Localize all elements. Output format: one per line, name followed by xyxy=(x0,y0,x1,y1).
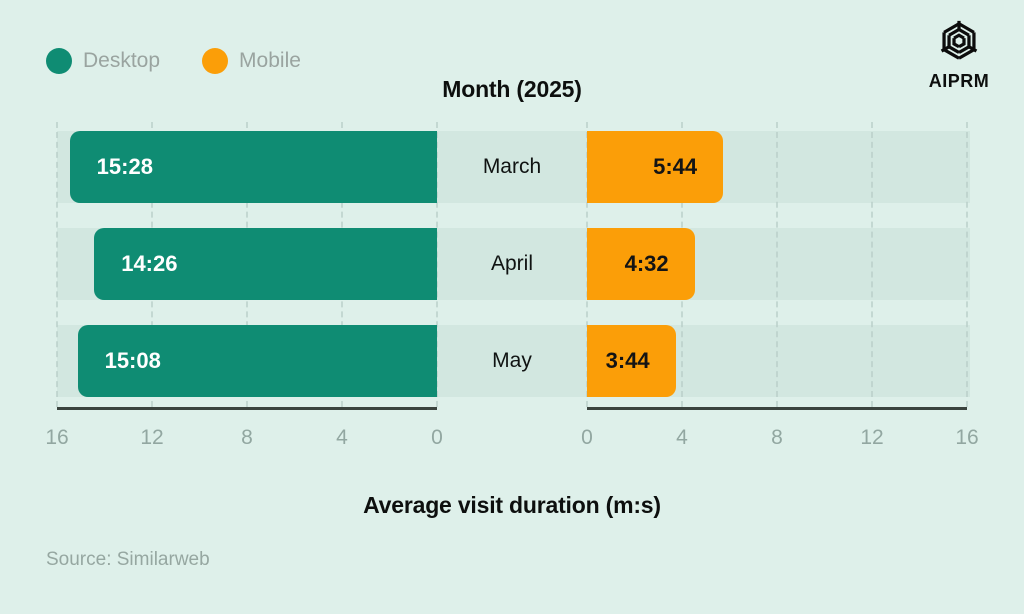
right-axis-tick: 4 xyxy=(676,426,688,449)
source-note: Source: Similarweb xyxy=(46,549,210,570)
mobile-bar-value: 5:44 xyxy=(653,154,698,179)
mobile-bar: 3:44 xyxy=(587,325,676,397)
x-axis-title: Average visit duration (m:s) xyxy=(363,492,661,518)
left-axis-tick: 12 xyxy=(140,426,164,449)
month-label: April xyxy=(490,252,533,275)
chart-title: Month (2025) xyxy=(442,76,582,102)
left-axis-tick: 4 xyxy=(336,426,348,449)
mobile-bar: 4:32 xyxy=(587,228,695,300)
desktop-bar: 15:28 xyxy=(69,131,437,203)
right-axis-tick: 0 xyxy=(581,426,593,449)
desktop-legend-dot-icon xyxy=(46,48,72,74)
month-label: March xyxy=(482,155,542,178)
gridline xyxy=(56,122,58,407)
mobile-legend-dot-icon xyxy=(202,48,229,74)
right-axis-tick: 8 xyxy=(771,426,783,449)
brand-logo: AIPRM xyxy=(914,18,1004,92)
mobile-bar-value: 3:44 xyxy=(605,348,650,373)
right-axis-tick: 16 xyxy=(955,426,979,449)
brand-name: AIPRM xyxy=(928,71,990,91)
left-axis-tick: 16 xyxy=(45,426,69,449)
gridline xyxy=(966,122,968,407)
legend-label-mobile: Mobile xyxy=(239,49,301,72)
aiprm-cube-icon xyxy=(932,18,986,69)
legend-item-mobile: Mobile xyxy=(202,48,301,74)
month-label: May xyxy=(492,349,532,372)
desktop-bar-value: 15:28 xyxy=(96,154,153,179)
desktop-bar: 14:26 xyxy=(94,228,437,300)
legend-label-desktop: Desktop xyxy=(83,49,161,72)
right-axis-tick: 12 xyxy=(860,426,884,449)
mobile-bar: 5:44 xyxy=(587,131,724,203)
left-axis-tick: 0 xyxy=(431,426,443,449)
desktop-bar: 15:08 xyxy=(77,325,437,397)
gridline xyxy=(776,122,778,407)
desktop-bar-value: 15:08 xyxy=(104,348,161,373)
mobile-bar-value: 4:32 xyxy=(624,251,669,276)
left-axis-tick: 8 xyxy=(241,426,253,449)
gridline xyxy=(871,122,873,407)
right-axis-line xyxy=(587,407,967,410)
legend: Desktop Mobile xyxy=(46,48,301,74)
legend-item-desktop: Desktop xyxy=(46,48,160,74)
gridline xyxy=(436,122,438,407)
left-axis-line xyxy=(57,407,437,410)
desktop-bar-value: 14:26 xyxy=(121,251,178,276)
